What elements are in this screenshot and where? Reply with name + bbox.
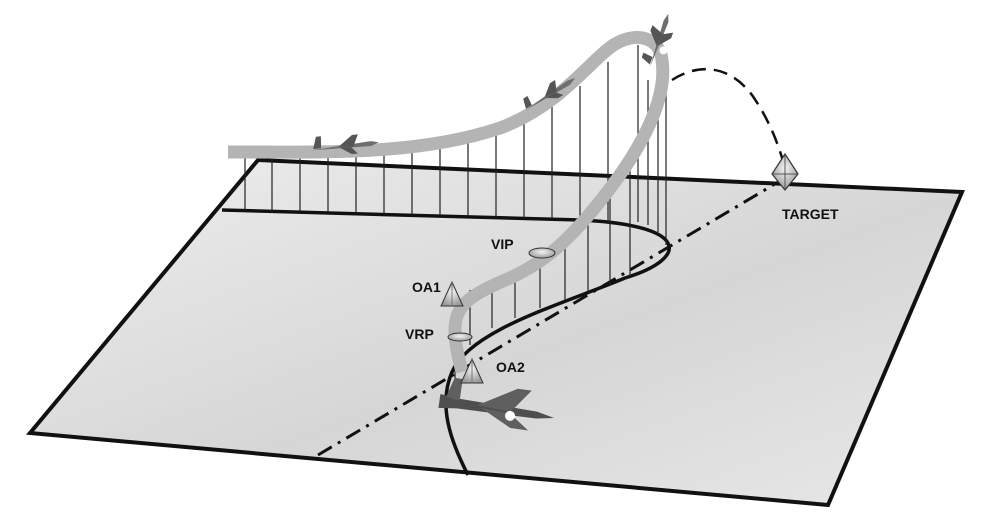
target-label: TARGET — [782, 206, 839, 222]
oa2-label: OA2 — [496, 359, 525, 375]
vrp-marker — [447, 332, 473, 342]
weapon-trajectory — [671, 67, 787, 169]
flight-path — [227, 31, 670, 374]
oa2-marker — [460, 357, 484, 384]
oa1-label: OA1 — [412, 279, 441, 295]
vip-label: VIP — [491, 236, 514, 252]
oa1-marker — [440, 280, 464, 307]
aircraft-icon-apex — [641, 13, 674, 67]
vip-marker — [528, 247, 556, 259]
vrp-label: VRP — [405, 326, 434, 342]
ground-track — [221, 208, 671, 476]
altitude-drop-lines — [244, 45, 667, 400]
aircraft-icon-level — [311, 134, 379, 155]
aircraft-icon-climb — [523, 78, 576, 111]
attack-axis-line — [317, 176, 786, 457]
target-marker — [771, 152, 799, 191]
aircraft-icon-egress — [438, 377, 555, 431]
